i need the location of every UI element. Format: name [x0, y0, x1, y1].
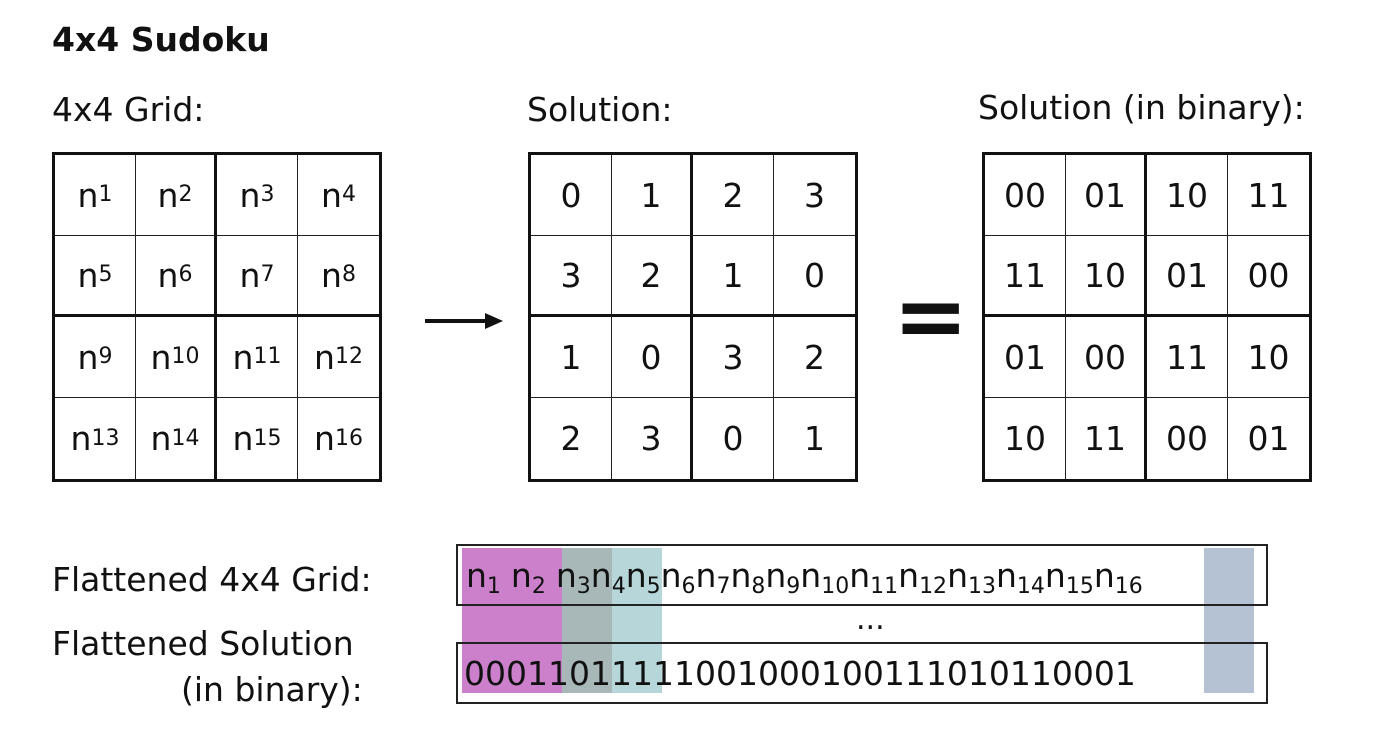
flattened-variable-11: n11	[849, 555, 899, 599]
binary-cell-6: 10	[1066, 236, 1147, 317]
flattened-variable-16: n16	[1093, 555, 1143, 599]
ellipsis: ...	[856, 602, 885, 637]
solution-cell-13: 2	[531, 398, 612, 479]
binary-cell-3: 10	[1147, 155, 1228, 236]
solution-cell-3: 2	[693, 155, 774, 236]
binary-cell-5: 11	[985, 236, 1066, 317]
binary-cell-14: 11	[1066, 398, 1147, 479]
flattened-variable-13: n13	[947, 555, 996, 599]
right-arrow-icon	[425, 306, 505, 336]
variable-cell-16: n 16	[314, 419, 363, 458]
flattened-grid-strip: n1 n2 n3 n4 n5 n6 n7 n8 n9 n10 n11 n12 n13 n14 n15 n16	[456, 544, 1268, 606]
flattened-solution-strip: 00011011111001000100111010110001	[456, 642, 1268, 704]
flattened-variable-14: n14	[995, 555, 1045, 599]
flattened-variable-12: n12	[898, 555, 948, 599]
flattened-variable-4: n4	[590, 555, 626, 599]
solution-cell-6: 2	[612, 236, 693, 317]
flattened-variable-6: n6	[660, 555, 696, 599]
binary-solution-label: Solution (in binary):	[978, 88, 1305, 127]
binary-cell-1: 00	[985, 155, 1066, 236]
flattened-variable-5: n5	[625, 555, 661, 599]
binary-cell-2: 01	[1066, 155, 1147, 236]
solution-cell-12: 2	[774, 317, 855, 398]
binary-cell-7: 01	[1147, 236, 1228, 317]
solution-cell-8: 0	[774, 236, 855, 317]
equals-sign: =	[893, 264, 969, 369]
grid-label: 4x4 Grid:	[52, 90, 205, 129]
variable-cell-15: n 15	[217, 398, 298, 479]
flattened-variable-8: n8	[730, 555, 766, 599]
binary-cell-10: 00	[1066, 317, 1147, 398]
solution-cell-2: 1	[612, 155, 693, 236]
solution-label: Solution:	[527, 90, 673, 129]
variable-cell-12: n 12	[298, 317, 379, 398]
highlight-n16	[1204, 548, 1254, 693]
binary-cell-9: 01	[985, 317, 1066, 398]
binary-cell-8: 00	[1228, 236, 1309, 317]
variable-grid: n 1 n 2 n 3 n 4 n 5 n 6 n 7 n 8 n 9 n 10 n 11 n 12 n 13 n 14 n 15 n 16	[52, 152, 382, 482]
binary-cell-15: 00	[1147, 398, 1228, 479]
solution-cell-15: 0	[693, 398, 774, 479]
solution-cell-4: 3	[774, 155, 855, 236]
flattened-variable-2: n2	[510, 555, 546, 599]
solution-cell-10: 0	[612, 317, 693, 398]
variable-cell-13: n 13	[55, 398, 136, 479]
solution-cell-11: 3	[693, 317, 774, 398]
variable-cell-10: n 10	[136, 317, 217, 398]
page-title: 4x4 Sudoku	[52, 20, 270, 59]
flattened-variable-9: n9	[765, 555, 801, 599]
binary-cell-13: 10	[985, 398, 1066, 479]
flattened-variable-15: n15	[1044, 555, 1094, 599]
solution-cell-1: 0	[531, 155, 612, 236]
binary-cell-11: 11	[1147, 317, 1228, 398]
binary-cell-12: 10	[1228, 317, 1309, 398]
binary-solution-grid: 00 01 10 11 11 10 01 00 01 00 11 10 10 11 00 01	[982, 152, 1312, 482]
solution-cell-5: 3	[531, 236, 612, 317]
flattened-solution-binary: 00011011111001000100111010110001	[464, 653, 1136, 693]
flattened-variable-1: n1	[466, 555, 501, 599]
solution-cell-16: 1	[804, 419, 825, 458]
solution-cell-7: 1	[693, 236, 774, 317]
highlight-n3	[562, 548, 612, 693]
variable-cell-14: n 14	[136, 398, 217, 479]
binary-cell-4: 11	[1228, 155, 1309, 236]
solution-cell-9: 1	[531, 317, 612, 398]
flattened-solution-label: Flattened Solution	[52, 624, 354, 663]
flattened-variable-3: n3	[555, 555, 591, 599]
binary-cell-16: 01	[1247, 419, 1290, 458]
flattened-grid-label: Flattened 4x4 Grid:	[52, 560, 372, 599]
variable-cell-11: n 11	[217, 317, 298, 398]
solution-cell-14: 3	[612, 398, 693, 479]
flattened-solution-label-binary: (in binary):	[181, 670, 363, 709]
highlight-n1-n2	[462, 548, 562, 693]
flattened-variable-10: n10	[800, 555, 850, 599]
highlight-n4	[612, 548, 662, 693]
flattened-variable-7: n7	[695, 555, 731, 599]
